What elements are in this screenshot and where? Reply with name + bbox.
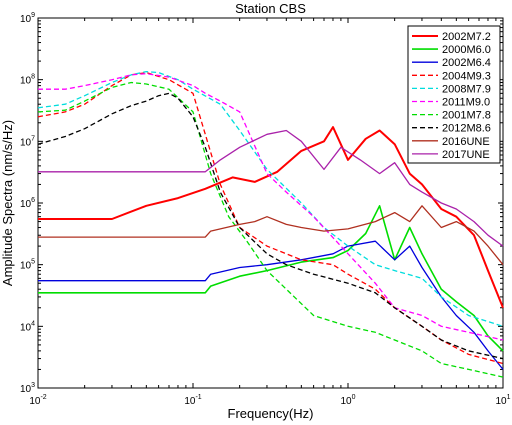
legend-label: 2002M7.2 (442, 31, 491, 43)
series-line-2011M9.0 (38, 73, 504, 341)
legend: 2002M7.22000M6.02002M6.42004M9.32008M7.9… (407, 25, 501, 164)
series-line-2004M9.3 (37, 71, 504, 365)
x-tick-label: 100 (340, 394, 355, 407)
y-tick-label: 106 (20, 197, 35, 210)
legend-label: 2012M8.6 (442, 123, 491, 135)
y-tick-label: 103 (20, 382, 35, 395)
x-tick-label: 101 (495, 394, 510, 407)
series-line-2012M8.6 (37, 92, 504, 360)
y-axis-label: Amplitude Spectra (nm/s/Hz) (0, 120, 15, 286)
x-tick-label: 10-1 (184, 394, 201, 407)
series-line-2001M7.8 (37, 81, 504, 378)
legend-label: 2017UNE (442, 149, 490, 161)
series-line-2000M6.0 (38, 205, 504, 352)
legend-label: 2000M6.0 (442, 44, 491, 56)
series-line-2002M7.2 (38, 126, 504, 309)
legend-label: 2016UNE (442, 136, 490, 148)
y-tick-label: 104 (20, 320, 35, 333)
y-tick-label: 105 (20, 259, 35, 272)
series-line-2016UNE (38, 205, 504, 266)
chart-title: Station CBS (235, 1, 306, 16)
series-line-2002M6.4 (38, 240, 504, 370)
legend-label: 2011M9.0 (442, 97, 490, 109)
y-tick-label: 108 (20, 74, 35, 87)
y-tick-label: 107 (20, 135, 35, 148)
legend-label: 2004M9.3 (442, 70, 491, 82)
x-tick-label: 10-2 (29, 394, 46, 407)
legend-label: 2008M7.9 (442, 83, 491, 95)
y-tick-label: 109 (20, 12, 35, 25)
legend-label: 2002M6.4 (442, 57, 491, 69)
series-line-2017UNE (38, 129, 504, 247)
x-axis-label: Frequency(Hz) (228, 406, 314, 421)
legend-label: 2001M7.8 (442, 110, 491, 122)
series-lines (37, 70, 504, 378)
